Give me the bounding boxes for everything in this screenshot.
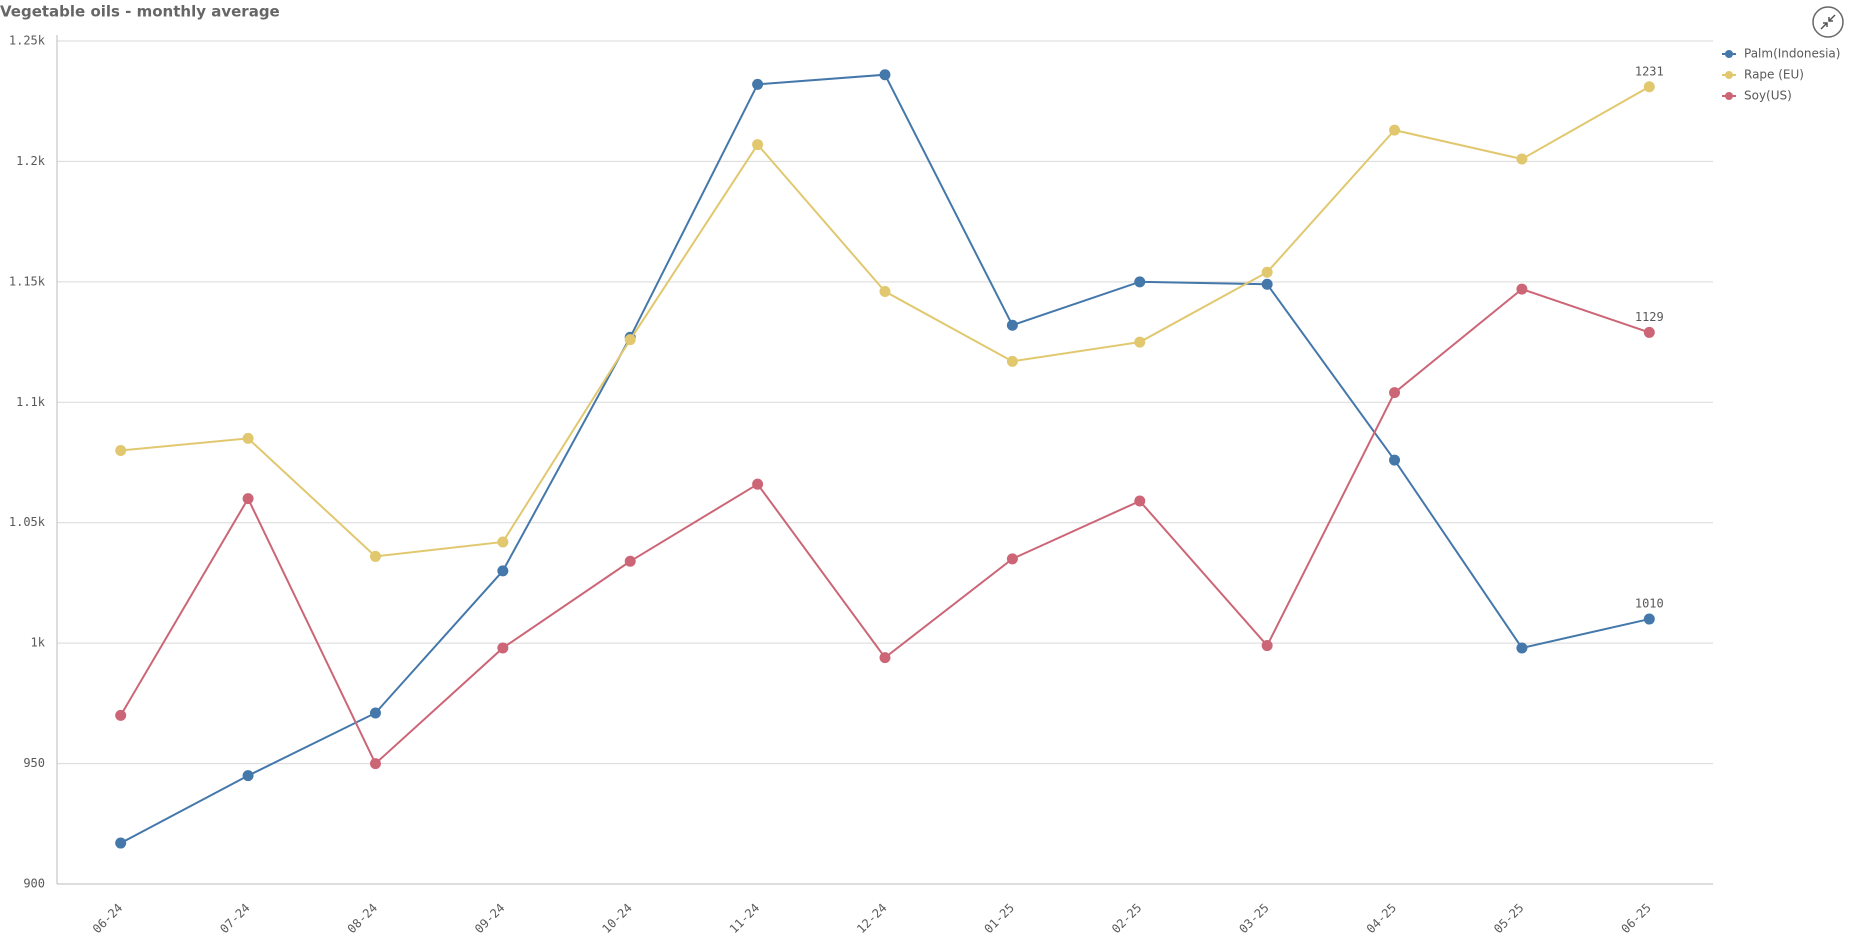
data-point <box>1643 613 1655 625</box>
legend-label: Palm(Indonesia) <box>1744 47 1840 61</box>
y-tick-label: 1.1k <box>16 395 46 409</box>
data-point <box>497 565 509 577</box>
x-tick-label: 07-24 <box>217 901 252 936</box>
series-line <box>120 73 1650 844</box>
x-tick-label: 01-25 <box>982 901 1017 936</box>
legend-swatch <box>1725 92 1733 100</box>
data-point <box>115 444 127 456</box>
data-point <box>242 432 254 444</box>
chart-title: Vegetable oils - monthly average <box>0 3 280 21</box>
data-point <box>879 285 891 297</box>
data-point <box>115 709 127 721</box>
legend-swatch <box>1725 50 1733 58</box>
data-point <box>1134 276 1146 288</box>
data-point <box>752 78 764 90</box>
data-point <box>1261 640 1273 652</box>
y-tick-label: 1.15k <box>9 274 46 288</box>
y-tick-label: 1.05k <box>9 515 46 529</box>
y-tick-label: 1k <box>31 636 46 650</box>
data-point <box>1006 355 1018 367</box>
x-tick-label: 06-24 <box>90 901 125 936</box>
data-point <box>624 334 636 346</box>
series-line <box>120 85 1650 558</box>
data-point <box>1006 319 1018 331</box>
data-point <box>497 642 509 654</box>
data-point <box>1261 278 1273 290</box>
x-tick-label: 06-25 <box>1618 901 1653 936</box>
data-point <box>1134 336 1146 348</box>
data-point <box>115 837 127 849</box>
data-label: 1010 <box>1635 597 1664 611</box>
data-point <box>1516 153 1528 165</box>
y-tick-label: 950 <box>23 756 45 770</box>
legend-swatch <box>1725 71 1733 79</box>
x-tick-label: 12-24 <box>854 901 889 936</box>
data-point <box>1643 326 1655 338</box>
y-tick-label: 1.25k <box>9 34 46 48</box>
x-tick-label: 08-24 <box>345 901 380 936</box>
legend-label: Soy(US) <box>1744 89 1792 103</box>
data-point <box>1389 124 1401 136</box>
y-tick-label: 1.2k <box>16 154 46 168</box>
data-point <box>1261 266 1273 278</box>
data-point <box>1006 553 1018 565</box>
data-point <box>752 139 764 151</box>
series-line <box>119 287 1650 766</box>
data-point <box>879 652 891 664</box>
x-tick-label: 10-24 <box>599 901 634 936</box>
data-point <box>497 536 509 548</box>
data-label: 1129 <box>1635 310 1664 324</box>
data-point <box>1134 495 1146 507</box>
data-point <box>369 550 381 562</box>
data-point <box>879 69 891 81</box>
x-tick-label: 02-25 <box>1109 901 1144 936</box>
x-tick-label: 04-25 <box>1364 901 1399 936</box>
x-tick-label: 05-25 <box>1491 901 1526 936</box>
y-tick-label: 900 <box>23 877 45 891</box>
data-point <box>242 770 254 782</box>
x-tick-label: 03-25 <box>1236 901 1271 936</box>
x-tick-label: 11-24 <box>727 901 762 936</box>
data-point <box>1389 454 1401 466</box>
data-point <box>624 555 636 567</box>
data-point <box>242 493 254 505</box>
legend-label: Rape (EU) <box>1744 68 1804 82</box>
x-tick-label: 09-24 <box>472 901 507 936</box>
data-label: 1231 <box>1635 64 1664 78</box>
data-point <box>752 478 764 490</box>
exit-fullscreen-button[interactable] <box>1812 6 1844 38</box>
data-point <box>369 758 381 770</box>
data-point <box>1516 283 1528 295</box>
data-point <box>1643 81 1655 93</box>
data-point <box>1516 642 1528 654</box>
data-point <box>1389 387 1401 399</box>
data-point <box>369 707 381 719</box>
